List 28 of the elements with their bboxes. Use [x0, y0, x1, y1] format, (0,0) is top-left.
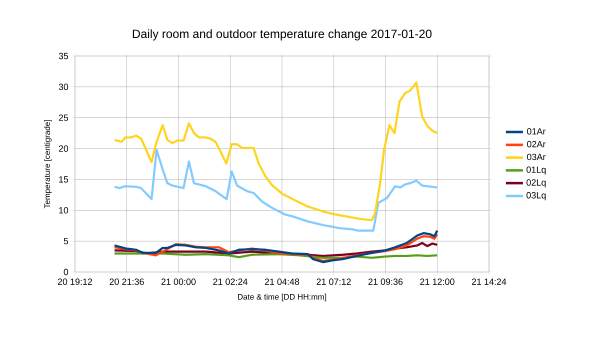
y-tick-label: 10 — [59, 207, 68, 214]
y-tick-label: 5 — [64, 238, 68, 244]
y-tick-label: 15 — [59, 176, 68, 183]
x-tick-label: 21 00:00 — [161, 278, 196, 285]
x-tick-label: 21 02:24 — [213, 278, 248, 285]
chart-title: Daily room and outdoor temperature change 2017-01-20 — [132, 29, 432, 40]
y-tick-label: 20 — [58, 145, 68, 152]
y-axis-title: Temperature [centigrade] — [44, 120, 52, 208]
y-tick-label: 35 — [58, 52, 68, 60]
y-tick-label: 30 — [58, 84, 68, 90]
x-tick-label: 20 19:12 — [58, 278, 92, 285]
x-axis-title: Date & time [DD HH:mm] — [238, 294, 326, 302]
y-tick-label: 25 — [58, 114, 68, 121]
legend-label: 03Ar — [527, 154, 546, 160]
line-series — [113, 148, 438, 232]
y-tick-label: 0 — [64, 268, 68, 276]
x-tick-label: 21 09:36 — [368, 278, 403, 285]
x-tick-label: 21 14:24 — [472, 278, 506, 285]
legend-label: 02Lq — [526, 179, 546, 188]
legend-label: 01Lq — [526, 166, 546, 175]
legend-label: 01Ar — [527, 128, 546, 135]
legend-label: 02Ar — [527, 140, 546, 148]
x-tick-label: 21 07:12 — [316, 278, 351, 285]
x-tick-label: 21 12:00 — [420, 278, 454, 285]
x-tick-label: 20 21:36 — [110, 278, 144, 285]
x-tick-label: 21 04:48 — [264, 278, 300, 285]
line-series — [113, 81, 438, 222]
legend-label: 03Lq — [526, 192, 546, 200]
